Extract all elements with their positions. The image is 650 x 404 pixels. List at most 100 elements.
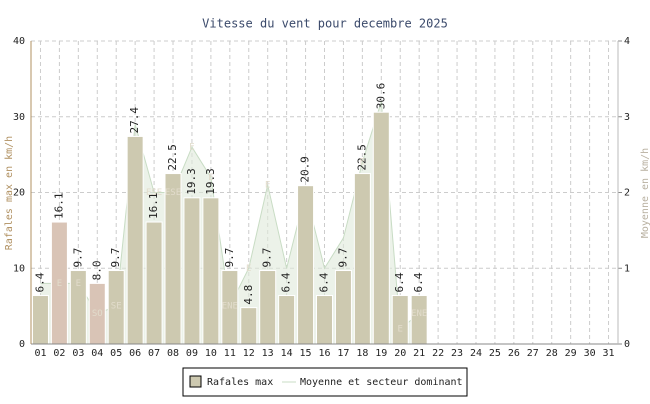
bar (278, 295, 296, 345)
direction-label: ENE (411, 309, 427, 319)
x-tick-label: 18 (356, 348, 368, 359)
legend-label: Rafales max (207, 377, 273, 388)
y-tick-label: 0 (19, 339, 25, 350)
x-tick-label: 07 (148, 348, 160, 359)
x-tick-label: 28 (546, 348, 558, 359)
y2-tick-label: 2 (624, 188, 630, 199)
y2-tick-label: 3 (624, 112, 630, 123)
x-tick-label: 30 (584, 348, 596, 359)
direction-label: SO (92, 309, 103, 319)
x-tick-label: 29 (565, 348, 577, 359)
x-tick-label: 01 (34, 348, 46, 359)
direction-label: E (398, 324, 403, 334)
legend-swatch (189, 375, 202, 388)
x-tick-label: 04 (91, 348, 103, 359)
value-label: 27.4 (128, 107, 141, 134)
direction-label: ESE (165, 188, 181, 198)
value-label: 9.7 (336, 248, 349, 268)
legend-box (182, 367, 468, 397)
x-tick-label: 14 (281, 348, 293, 359)
x-tick-label: 19 (375, 348, 387, 359)
direction-label: E (208, 173, 213, 183)
value-label: 9.7 (261, 248, 274, 268)
x-tick-label: 22 (432, 348, 444, 359)
legend-label: Moyenne et secteur dominant (300, 377, 463, 388)
y2-axis-label: Moyenne en km/h (640, 148, 650, 238)
x-tick-label: 05 (110, 348, 122, 359)
bar (372, 111, 390, 345)
direction-label: E (57, 279, 62, 289)
direction-label: E (76, 279, 81, 289)
value-label: 19.3 (185, 168, 198, 195)
y-tick-label: 40 (13, 36, 25, 47)
direction-label: E (189, 143, 194, 153)
direction-label: E (360, 158, 365, 168)
bar (183, 197, 201, 345)
y2-tick-label: 0 (624, 339, 630, 350)
y2-tick-label: 1 (624, 263, 630, 274)
bar (316, 295, 333, 345)
x-tick-label: 17 (337, 348, 349, 359)
x-tick-label: 06 (129, 348, 141, 359)
value-label: 16.1 (52, 193, 65, 220)
bar (297, 185, 315, 345)
x-tick-label: 20 (394, 348, 406, 359)
x-tick-label: 09 (186, 348, 198, 359)
value-label: 9.7 (223, 248, 236, 268)
bar (164, 173, 182, 345)
y-tick-label: 10 (13, 263, 25, 274)
x-tick-label: 10 (205, 348, 217, 359)
value-label: 20.9 (299, 156, 312, 183)
x-tick-label: 11 (224, 348, 236, 359)
y2-tick-label: 4 (624, 36, 630, 47)
y-tick-label: 20 (13, 188, 25, 199)
x-tick-label: 31 (603, 348, 615, 359)
y-axis-label: Rafales max en km/h (4, 136, 15, 250)
x-tick-label: 03 (72, 348, 84, 359)
bar (259, 270, 277, 345)
direction-label: E (246, 264, 251, 274)
x-tick-label: 26 (508, 348, 520, 359)
value-label: 22.5 (166, 144, 179, 171)
value-label: 4.8 (242, 285, 255, 305)
chart-title: Vitesse du vent pour decembre 2025 (202, 17, 448, 31)
x-tick-label: 13 (262, 348, 274, 359)
value-label: 22.5 (355, 144, 368, 171)
x-tick-label: 12 (243, 348, 255, 359)
direction-label: ESE (146, 188, 162, 198)
value-label: 6.4 (318, 272, 331, 292)
y-tick-label: 30 (13, 112, 25, 123)
value-label: 6.4 (280, 272, 293, 292)
x-tick-label: 02 (53, 348, 65, 359)
bar (334, 270, 352, 345)
bar (391, 295, 409, 345)
direction-label: E (265, 180, 270, 190)
x-tick-label: 27 (527, 348, 539, 359)
value-label: 16.1 (147, 193, 160, 220)
value-label: 9.7 (71, 248, 84, 268)
x-tick-label: 08 (167, 348, 179, 359)
x-tick-label: 25 (489, 348, 501, 359)
x-tick-label: 21 (413, 348, 425, 359)
value-label: 6.4 (412, 272, 425, 292)
bar (126, 135, 144, 345)
bar (240, 307, 258, 345)
bar (145, 221, 163, 345)
x-tick-label: 24 (470, 348, 482, 359)
bar (353, 173, 371, 345)
direction-label: SE (111, 302, 122, 312)
value-label: 6.4 (33, 272, 46, 292)
value-label: 19.3 (204, 168, 217, 195)
bar (31, 295, 49, 345)
x-tick-label: 16 (318, 348, 330, 359)
x-tick-label: 23 (451, 348, 463, 359)
x-tick-label: 15 (300, 348, 312, 359)
value-label: 9.7 (109, 248, 122, 268)
direction-label: ENE (222, 302, 238, 312)
value-label: 30.6 (374, 83, 387, 110)
bar (410, 295, 428, 345)
value-label: 8.0 (90, 261, 103, 281)
bar (202, 197, 220, 345)
value-label: 6.4 (393, 272, 406, 292)
